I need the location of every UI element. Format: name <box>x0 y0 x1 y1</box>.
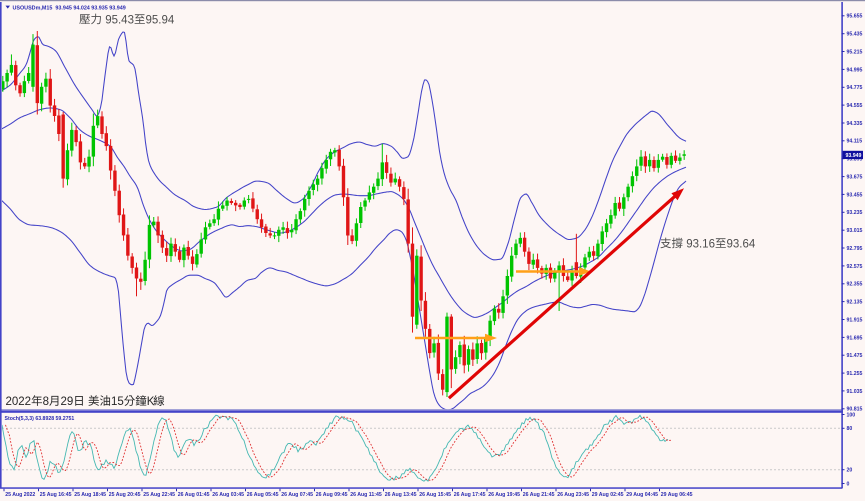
svg-text:15: 15 <box>111 396 124 408</box>
svg-text:93.949: 93.949 <box>846 153 862 159</box>
svg-text:25 Aug 22:45: 25 Aug 22:45 <box>143 492 175 498</box>
svg-text:26 Aug 23:45: 26 Aug 23:45 <box>557 492 589 498</box>
svg-text:26 Aug 03:45: 26 Aug 03:45 <box>212 492 244 498</box>
svg-text:92.135: 92.135 <box>847 300 863 306</box>
svg-text:29 Aug 02:45: 29 Aug 02:45 <box>592 492 624 498</box>
svg-text:94.995: 94.995 <box>847 67 863 73</box>
svg-text:92.795: 92.795 <box>847 246 863 252</box>
svg-text:93.015: 93.015 <box>847 228 863 234</box>
svg-text:8: 8 <box>43 396 49 408</box>
svg-text:92.355: 92.355 <box>847 282 863 288</box>
svg-text:25 Aug 20:45: 25 Aug 20:45 <box>109 492 141 498</box>
svg-text:26 Aug 05:45: 26 Aug 05:45 <box>247 492 279 498</box>
svg-text:25 Aug 2022: 25 Aug 2022 <box>5 492 35 498</box>
svg-text:26 Aug 21:45: 26 Aug 21:45 <box>523 492 555 498</box>
svg-text:95.435: 95.435 <box>847 32 863 38</box>
svg-text:0: 0 <box>847 481 850 487</box>
svg-text:26 Aug 13:45: 26 Aug 13:45 <box>385 492 417 498</box>
svg-text:94.555: 94.555 <box>847 103 863 109</box>
svg-text:91.475: 91.475 <box>847 353 863 359</box>
svg-text:K: K <box>147 396 155 408</box>
svg-text:2022: 2022 <box>6 396 32 408</box>
svg-text:94.115: 94.115 <box>847 139 863 145</box>
svg-text:26 Aug 11:45: 26 Aug 11:45 <box>350 492 382 498</box>
svg-text:93.16: 93.16 <box>686 238 715 250</box>
svg-text:25 Aug 18:45: 25 Aug 18:45 <box>74 492 106 498</box>
svg-text:26 Aug 07:45: 26 Aug 07:45 <box>281 492 313 498</box>
svg-text:93.895: 93.895 <box>847 157 863 163</box>
svg-text:26 Aug 19:45: 26 Aug 19:45 <box>488 492 520 498</box>
svg-text:93.455: 93.455 <box>847 192 863 198</box>
svg-text:80: 80 <box>847 426 853 432</box>
svg-text:29: 29 <box>60 396 73 408</box>
svg-text:20: 20 <box>847 468 853 474</box>
svg-text:26 Aug 17:45: 26 Aug 17:45 <box>454 492 486 498</box>
svg-text:91.035: 91.035 <box>847 389 863 395</box>
svg-text:91.915: 91.915 <box>847 317 863 323</box>
svg-text:93.675: 93.675 <box>847 175 863 181</box>
svg-text:95.94: 95.94 <box>145 14 174 26</box>
svg-text:94.775: 94.775 <box>847 85 863 91</box>
svg-text:91.255: 91.255 <box>847 371 863 377</box>
svg-text:94.335: 94.335 <box>847 121 863 127</box>
svg-text:29 Aug 04:45: 29 Aug 04:45 <box>626 492 658 498</box>
svg-text:100: 100 <box>847 412 856 418</box>
svg-text:26 Aug 09:45: 26 Aug 09:45 <box>316 492 348 498</box>
svg-text:Stoch(5,3,3) 63.8928 59.2751: Stoch(5,3,3) 63.8928 59.2751 <box>5 416 75 422</box>
svg-text:95.655: 95.655 <box>847 14 863 20</box>
svg-text:29 Aug 06:45: 29 Aug 06:45 <box>661 492 693 498</box>
svg-text:90.815: 90.815 <box>847 407 863 413</box>
svg-text:93.64: 93.64 <box>726 238 755 250</box>
svg-text:26 Aug 01:45: 26 Aug 01:45 <box>178 492 210 498</box>
svg-text:USOUSDm,M15 93.945 94.024 93.: USOUSDm,M15 93.945 94.024 93.935 93.949 <box>13 5 126 11</box>
svg-text:26 Aug 15:45: 26 Aug 15:45 <box>419 492 451 498</box>
svg-text:25 Aug 16:45: 25 Aug 16:45 <box>40 492 72 498</box>
svg-text:93.235: 93.235 <box>847 210 863 216</box>
svg-text:91.695: 91.695 <box>847 335 863 341</box>
svg-text:95.43: 95.43 <box>105 14 134 26</box>
svg-text:95.215: 95.215 <box>847 49 863 55</box>
svg-text:92.575: 92.575 <box>847 264 863 270</box>
